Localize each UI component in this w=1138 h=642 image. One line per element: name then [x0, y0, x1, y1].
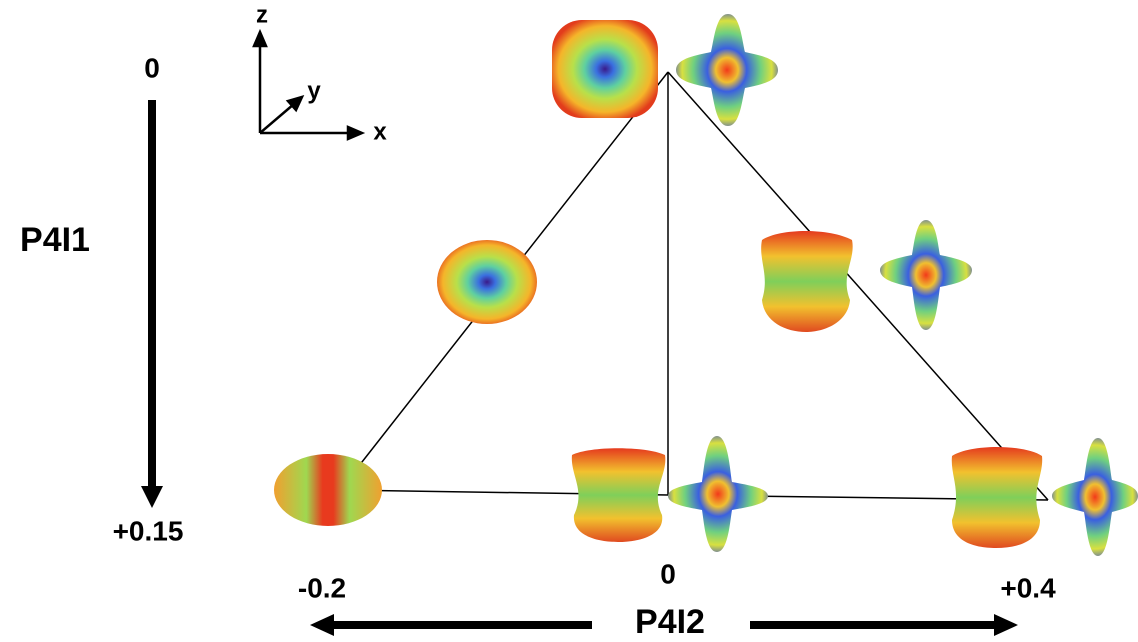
- axis-value: 0: [144, 52, 160, 83]
- axis-label: y: [307, 77, 321, 104]
- surfaces: [274, 14, 1138, 556]
- axis-title: P4I1: [20, 221, 90, 259]
- arrowhead: [141, 486, 163, 508]
- y-axis: [260, 104, 294, 133]
- axis-value: +0.4: [1000, 572, 1056, 603]
- axis-label: z: [256, 1, 268, 28]
- surface: [1052, 438, 1138, 556]
- arrowhead: [310, 614, 334, 636]
- surface: [437, 240, 537, 324]
- arrowhead: [994, 614, 1018, 636]
- figure: z y x 0 P4I1 +0.15 -0.2 0 +0.4 P4I2: [0, 0, 1138, 642]
- surface: [552, 20, 658, 118]
- axis-label: x: [373, 118, 387, 145]
- surface: [668, 436, 768, 552]
- axis-value: 0: [660, 558, 676, 589]
- arrowhead: [348, 127, 362, 139]
- axis-value: -0.2: [298, 572, 346, 603]
- axis-value: +0.15: [113, 515, 184, 546]
- surface: [880, 220, 972, 330]
- surface: [952, 447, 1042, 548]
- surface: [761, 231, 852, 332]
- axis-title: P4I2: [635, 603, 705, 641]
- surface: [676, 14, 778, 126]
- surface: [572, 448, 666, 542]
- edge: [668, 72, 1048, 500]
- arrowhead: [254, 32, 266, 46]
- surface: [274, 454, 382, 526]
